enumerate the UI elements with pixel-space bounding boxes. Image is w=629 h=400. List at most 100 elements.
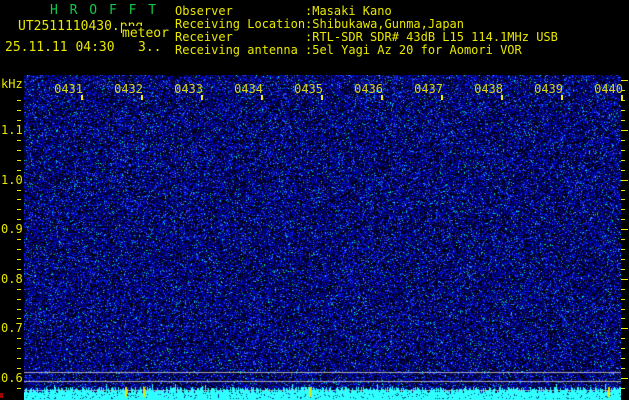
time-tick-label: 0431 <box>54 82 83 96</box>
app-title: H R O F F T <box>50 3 159 18</box>
metadata-row: Receiving Location:Shibukawa,Gunma,Japan <box>175 18 627 31</box>
freq-tick-left <box>17 120 21 121</box>
freq-tick-right <box>621 388 625 389</box>
field-label: Receiving antenna <box>175 43 298 57</box>
freq-tick-left <box>17 348 21 349</box>
time-tick <box>501 95 503 100</box>
station-label: meteor <box>122 26 169 41</box>
field-label: Receiving Location <box>175 17 306 31</box>
freq-tick-left <box>17 269 21 270</box>
freq-tick-left <box>17 289 21 290</box>
field-label: Observer <box>175 4 233 18</box>
freq-tick-left <box>17 190 21 191</box>
field-value: :RTL-SDR SDR# 43dB L15 114.1MHz USB <box>305 30 558 44</box>
field-value: :Shibukawa,Gunma,Japan <box>305 17 464 31</box>
freq-tick-left <box>17 150 21 151</box>
freq-tick-right <box>621 160 625 161</box>
freq-tick-right <box>621 269 625 270</box>
freq-tick-left <box>17 338 21 339</box>
time-tick <box>261 95 263 100</box>
freq-tick-right <box>621 199 625 200</box>
freq-unit-label: kHz <box>1 77 23 91</box>
freq-tick-right <box>621 130 628 131</box>
spectrogram-canvas <box>24 75 621 400</box>
time-tick-label: 0438 <box>474 82 503 96</box>
freq-tick-right <box>621 318 625 319</box>
freq-tick-left <box>17 239 21 240</box>
freq-tick-right <box>621 229 628 230</box>
freq-tick-right <box>621 209 625 210</box>
freq-tick-label: 1.1 <box>1 123 23 137</box>
freq-tick-right <box>621 299 625 300</box>
freq-tick-left <box>17 209 21 210</box>
freq-tick-right <box>621 328 628 329</box>
time-tick-label: 0432 <box>114 82 143 96</box>
field-label: Receiver <box>175 30 233 44</box>
freq-tick-right <box>621 249 625 250</box>
metadata-row: Observer :Masaki Kano <box>175 5 627 18</box>
freq-tick-left <box>17 170 21 171</box>
time-tick <box>81 95 83 100</box>
freq-tick-left <box>17 309 21 310</box>
freq-tick-right <box>621 150 625 151</box>
time-tick <box>321 95 323 100</box>
metadata-fields: Observer :Masaki Kano Receiving Location:S… <box>175 5 627 57</box>
time-tick-label: 0439 <box>534 82 563 96</box>
time-tick <box>441 95 443 100</box>
freq-tick-right <box>621 140 625 141</box>
freq-tick-left <box>17 299 21 300</box>
freq-tick-right <box>621 100 625 101</box>
field-value: :Masaki Kano <box>305 4 392 18</box>
freq-tick-right <box>621 170 625 171</box>
freq-tick-right <box>621 120 625 121</box>
time-tick <box>381 95 383 100</box>
freq-tick-right <box>621 368 625 369</box>
freq-tick-right <box>621 358 625 359</box>
freq-tick-left <box>17 100 21 101</box>
freq-tick-label: 0.7 <box>1 321 23 335</box>
freq-tick-right <box>621 190 625 191</box>
time-tick-label: 0436 <box>354 82 383 96</box>
freq-tick-label: 0.8 <box>1 272 23 286</box>
freq-tick-right <box>621 219 625 220</box>
echo-count: 3.. <box>138 40 162 55</box>
freq-tick-left <box>17 259 21 260</box>
freq-tick-right <box>621 239 625 240</box>
freq-tick-right <box>621 80 628 81</box>
freq-tick-left <box>17 358 21 359</box>
freq-tick-left <box>17 368 21 369</box>
time-tick <box>621 95 623 100</box>
time-tick-label: 0434 <box>234 82 263 96</box>
status-mark <box>0 393 3 398</box>
freq-tick-left <box>17 160 21 161</box>
freq-tick-right <box>621 180 628 181</box>
freq-tick-left <box>17 388 21 389</box>
metadata-row: Receiver :RTL-SDR SDR# 43dB L15 114.1MHz … <box>175 31 627 44</box>
freq-tick-left <box>17 249 21 250</box>
freq-tick-label: 1.0 <box>1 173 23 187</box>
time-tick <box>141 95 143 100</box>
time-tick-label: 0435 <box>294 82 323 96</box>
freq-tick-right <box>621 289 625 290</box>
freq-tick-right <box>621 90 625 91</box>
freq-tick-left <box>17 110 21 111</box>
freq-tick-left <box>17 199 21 200</box>
time-tick <box>561 95 563 100</box>
time-tick-label: 0437 <box>414 82 443 96</box>
datetime-label: 25.11.11 04:30 <box>5 40 115 55</box>
freq-tick-right <box>621 110 625 111</box>
time-tick-label: 0440 <box>594 82 623 96</box>
freq-tick-label: 0.6 <box>1 371 23 385</box>
freq-tick-left <box>17 219 21 220</box>
time-tick <box>201 95 203 100</box>
output-filename: UT2511110430.png <box>18 19 144 34</box>
freq-tick-label: 0.9 <box>1 222 23 236</box>
freq-tick-left <box>17 140 21 141</box>
freq-tick-left <box>17 318 21 319</box>
freq-tick-right <box>621 338 625 339</box>
freq-tick-right <box>621 309 625 310</box>
field-value: :5el Yagi Az 20 for Aomori VOR <box>305 43 522 57</box>
freq-tick-right <box>621 259 625 260</box>
freq-tick-right <box>621 279 628 280</box>
